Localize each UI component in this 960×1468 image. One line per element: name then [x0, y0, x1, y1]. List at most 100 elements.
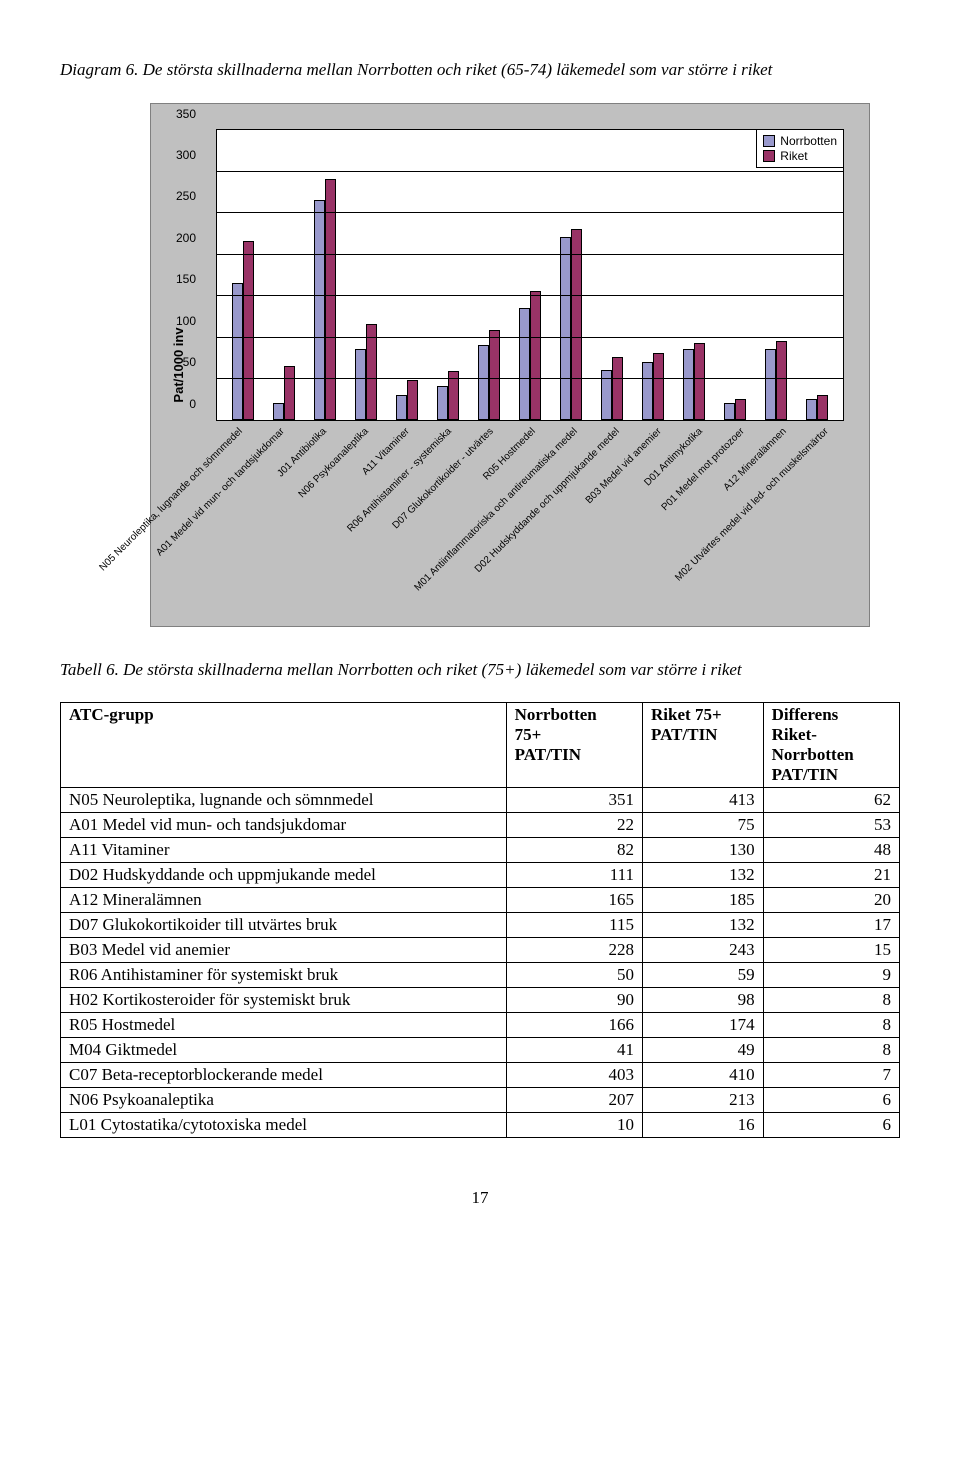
bar-norrbotten: [765, 349, 776, 419]
table-cell: 228: [506, 938, 642, 963]
bar-riket: [243, 241, 254, 419]
table-cell: N06 Psykoanaleptika: [61, 1088, 507, 1113]
table-cell: 6: [763, 1088, 899, 1113]
bar-group: [715, 130, 756, 420]
table-cell: 111: [506, 863, 642, 888]
bar-group: [756, 130, 797, 420]
y-tick: 250: [176, 189, 196, 203]
table-cell: 10: [506, 1113, 642, 1138]
gridline: [217, 337, 843, 338]
bar-riket: [612, 357, 623, 419]
table-cell: L01 Cytostatika/cytotoxiska medel: [61, 1113, 507, 1138]
x-label: A01 Medel vid mun- och tandsjukdomar: [258, 421, 300, 611]
table-header: Norrbotten75+PAT/TIN: [506, 703, 642, 788]
bar-riket: [694, 343, 705, 419]
bar-group: [222, 130, 263, 420]
table-cell: 22: [506, 813, 642, 838]
table-row: D02 Hudskyddande och uppmjukande medel11…: [61, 863, 900, 888]
table-cell: 8: [763, 1038, 899, 1063]
table-cell: 243: [643, 938, 764, 963]
bar-group: [345, 130, 386, 420]
table-cell: 62: [763, 788, 899, 813]
x-label: A12 Mineralämnen: [760, 421, 802, 611]
table-cell: 49: [643, 1038, 764, 1063]
bar-riket: [284, 366, 295, 420]
bar-riket: [325, 179, 336, 419]
bar-group: [263, 130, 304, 420]
table-cell: 17: [763, 913, 899, 938]
x-label: R06 Antihistaminer - systemiska: [425, 421, 467, 611]
table-cell: 7: [763, 1063, 899, 1088]
y-tick: 300: [176, 148, 196, 162]
table-cell: 403: [506, 1063, 642, 1088]
table-header: Riket 75+PAT/TIN: [643, 703, 764, 788]
bar-norrbotten: [519, 308, 530, 420]
bar-group: [509, 130, 550, 420]
table-cell: B03 Medel vid anemier: [61, 938, 507, 963]
table-cell: 82: [506, 838, 642, 863]
bar-norrbotten: [478, 345, 489, 420]
table-row: C07 Beta-receptorblockerande medel403410…: [61, 1063, 900, 1088]
table-row: D07 Glukokortikoider till utvärtes bruk1…: [61, 913, 900, 938]
bar-norrbotten: [560, 237, 571, 419]
table-cell: 9: [763, 963, 899, 988]
table-cell: 6: [763, 1113, 899, 1138]
bar-norrbotten: [806, 399, 817, 420]
table-cell: 351: [506, 788, 642, 813]
table-cell: M04 Giktmedel: [61, 1038, 507, 1063]
table-cell: 98: [643, 988, 764, 1013]
table-cell: 59: [643, 963, 764, 988]
bar-norrbotten: [437, 386, 448, 419]
table-cell: 130: [643, 838, 764, 863]
table-cell: 132: [643, 863, 764, 888]
table-cell: A11 Vitaminer: [61, 838, 507, 863]
table-caption: Tabell 6. De största skillnaderna mellan…: [60, 657, 900, 683]
bar-norrbotten: [724, 403, 735, 420]
table-cell: 132: [643, 913, 764, 938]
bar-group: [797, 130, 838, 420]
x-label: M02 Utvärtes medel vid led- och muskelsm…: [802, 421, 844, 611]
table-cell: 185: [643, 888, 764, 913]
table-cell: 75: [643, 813, 764, 838]
bar-riket: [776, 341, 787, 420]
table-row: R05 Hostmedel1661748: [61, 1013, 900, 1038]
bar-chart: Pat/1000 inv 050100150200250300350 N05 N…: [150, 103, 870, 627]
table-row: B03 Medel vid anemier22824315: [61, 938, 900, 963]
legend-item: Riket: [763, 149, 837, 163]
table-cell: 410: [643, 1063, 764, 1088]
legend-label: Norrbotten: [780, 134, 837, 148]
table-row: A12 Mineralämnen16518520: [61, 888, 900, 913]
table-cell: 50: [506, 963, 642, 988]
table-cell: R05 Hostmedel: [61, 1013, 507, 1038]
bar-group: [427, 130, 468, 420]
bar-group: [304, 130, 345, 420]
table-cell: 15: [763, 938, 899, 963]
gridline: [217, 212, 843, 213]
bar-norrbotten: [273, 403, 284, 420]
table-row: M04 Giktmedel41498: [61, 1038, 900, 1063]
table-cell: 174: [643, 1013, 764, 1038]
bar-norrbotten: [642, 362, 653, 420]
table-cell: 48: [763, 838, 899, 863]
legend-swatch-norrbotten: [763, 135, 775, 147]
table-cell: 165: [506, 888, 642, 913]
x-label: D01 Antimykotika: [676, 421, 718, 611]
table-cell: N05 Neuroleptika, lugnande och sömnmedel: [61, 788, 507, 813]
y-tick: 150: [176, 272, 196, 286]
page-number: 17: [60, 1188, 900, 1208]
x-labels: N05 Neuroleptika, lugnande och sömnmedel…: [216, 421, 844, 611]
table-cell: 41: [506, 1038, 642, 1063]
bar-riket: [530, 291, 541, 419]
table-cell: 413: [643, 788, 764, 813]
bar-group: [551, 130, 592, 420]
table-cell: R06 Antihistaminer för systemiskt bruk: [61, 963, 507, 988]
table-cell: 21: [763, 863, 899, 888]
bar-group: [674, 130, 715, 420]
table-cell: H02 Kortikosteroider för systemiskt bruk: [61, 988, 507, 1013]
gridline: [217, 378, 843, 379]
table-cell: 207: [506, 1088, 642, 1113]
legend-item: Norrbotten: [763, 134, 837, 148]
x-label: M01 Antiinflammatoriska och antireumatis…: [551, 421, 593, 611]
table-cell: 53: [763, 813, 899, 838]
table-cell: D02 Hudskyddande och uppmjukande medel: [61, 863, 507, 888]
